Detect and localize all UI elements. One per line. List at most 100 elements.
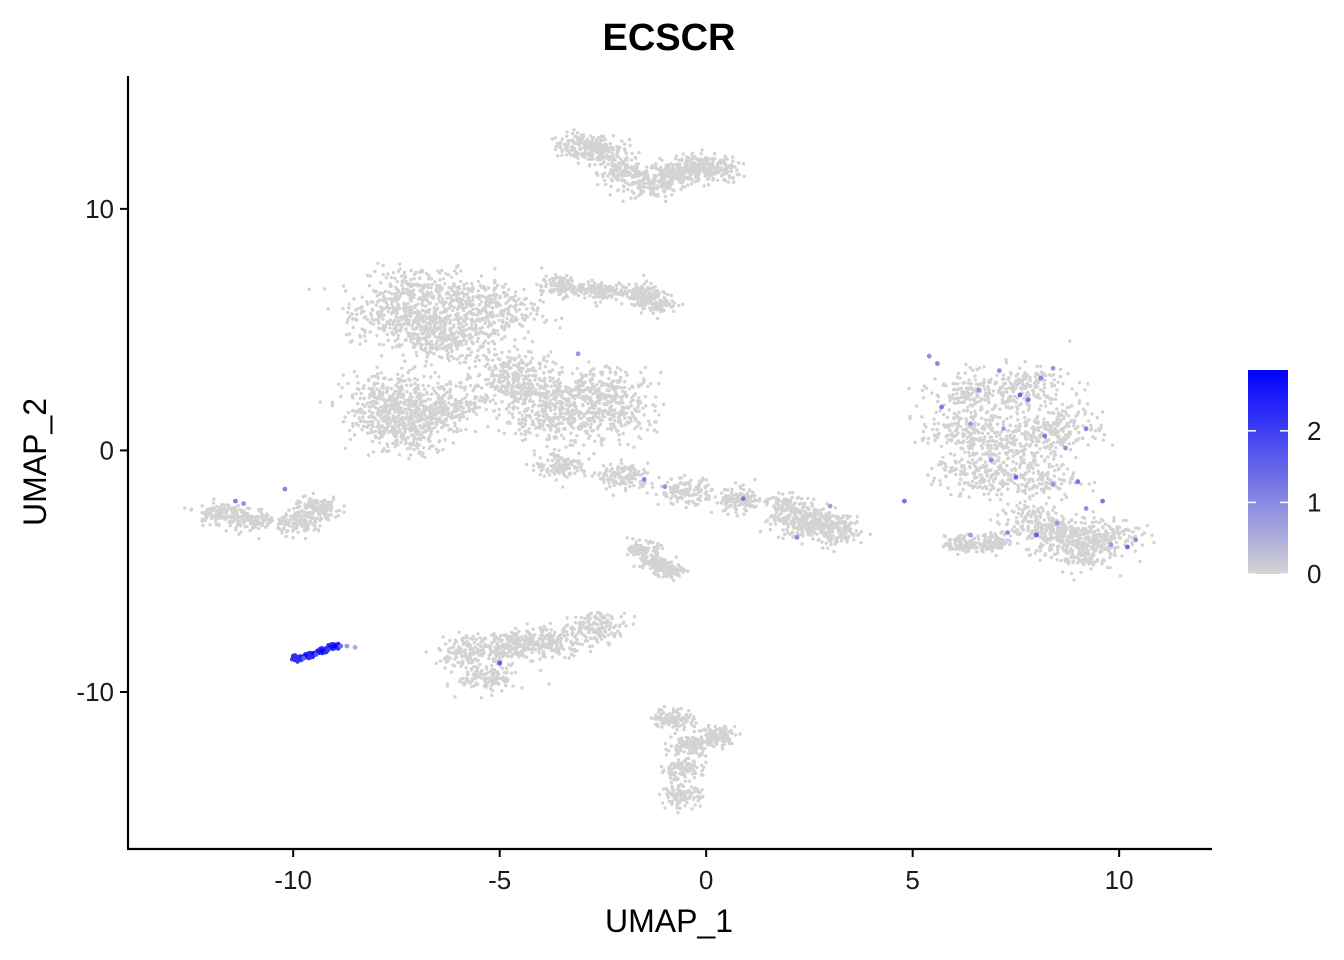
data-point [626,406,629,409]
data-point [550,385,553,388]
data-point [503,369,506,372]
data-point [509,296,512,299]
data-point [490,371,493,374]
data-point [659,371,662,374]
data-point [402,308,405,311]
data-point [653,307,656,310]
data-point [390,378,393,381]
data-point [396,373,399,376]
data-point [553,384,556,387]
data-point [393,277,396,280]
data-point [368,284,371,287]
data-point [476,308,479,311]
data-point [623,143,626,146]
data-point [485,408,488,411]
data-point [554,425,557,428]
data-point [380,386,383,389]
data-point [641,407,644,410]
data-point [573,439,576,442]
data-point [454,398,457,401]
data-point [392,271,395,274]
data-point [621,200,624,203]
data-point [430,283,433,286]
data-point [445,292,448,295]
data-point [408,289,411,292]
data-point [632,168,635,171]
data-point [578,142,581,145]
data-point [589,423,592,426]
data-point [626,373,629,376]
data-point [711,178,714,181]
data-point [628,485,631,488]
data-point [436,307,439,310]
data-point [615,298,618,301]
data-point [629,172,632,175]
data-point [426,294,429,297]
data-point [605,473,608,476]
data-point [614,371,617,374]
data-point [545,445,548,448]
data-point [533,449,536,452]
data-point [351,317,354,320]
data-point [549,350,552,353]
data-point [596,183,599,186]
data-point [395,397,398,400]
data-point [434,289,437,292]
data-point [624,181,627,184]
data-point [515,318,518,321]
data-point [392,419,395,422]
data-point [522,391,525,394]
data-point [443,316,446,319]
data-point [619,157,622,160]
data-point [639,437,642,440]
data-point [673,176,676,179]
data-point [461,298,464,301]
data-point [610,171,613,174]
data-point [508,350,511,353]
data-point [633,407,636,410]
data-point [604,165,607,168]
data-point [385,450,388,453]
data-point [353,370,356,373]
data-point [396,337,399,340]
data-point [742,483,745,486]
data-point [398,379,401,382]
data-point [507,375,510,378]
data-point [386,333,389,336]
data-point [650,287,653,290]
data-point [524,423,527,426]
data-point [581,403,584,406]
data-point [341,307,344,310]
data-point [610,178,613,181]
data-point [459,429,462,432]
data-point [423,388,426,391]
data-point [430,393,433,396]
data-point [413,332,416,335]
data-point [382,377,385,380]
data-point [531,306,534,309]
data-point [615,401,618,404]
data-point [396,280,399,283]
data-point [493,394,496,397]
data-point [404,276,407,279]
data-point [649,299,652,302]
data-point [446,297,449,300]
data-point [559,466,562,469]
data-point [733,507,736,510]
data-point [369,312,372,315]
data-point [610,428,613,431]
data-point [490,374,493,377]
data-point [386,404,389,407]
data-point [735,169,738,172]
data-point [543,475,546,478]
data-point [430,291,433,294]
data-point [609,185,612,188]
data-point [458,413,461,416]
data-point [634,283,637,286]
data-point [641,179,644,182]
data-point [548,403,551,406]
data-point [613,408,616,411]
data-point [453,424,456,427]
data-point [551,361,554,364]
data-point [438,278,441,281]
